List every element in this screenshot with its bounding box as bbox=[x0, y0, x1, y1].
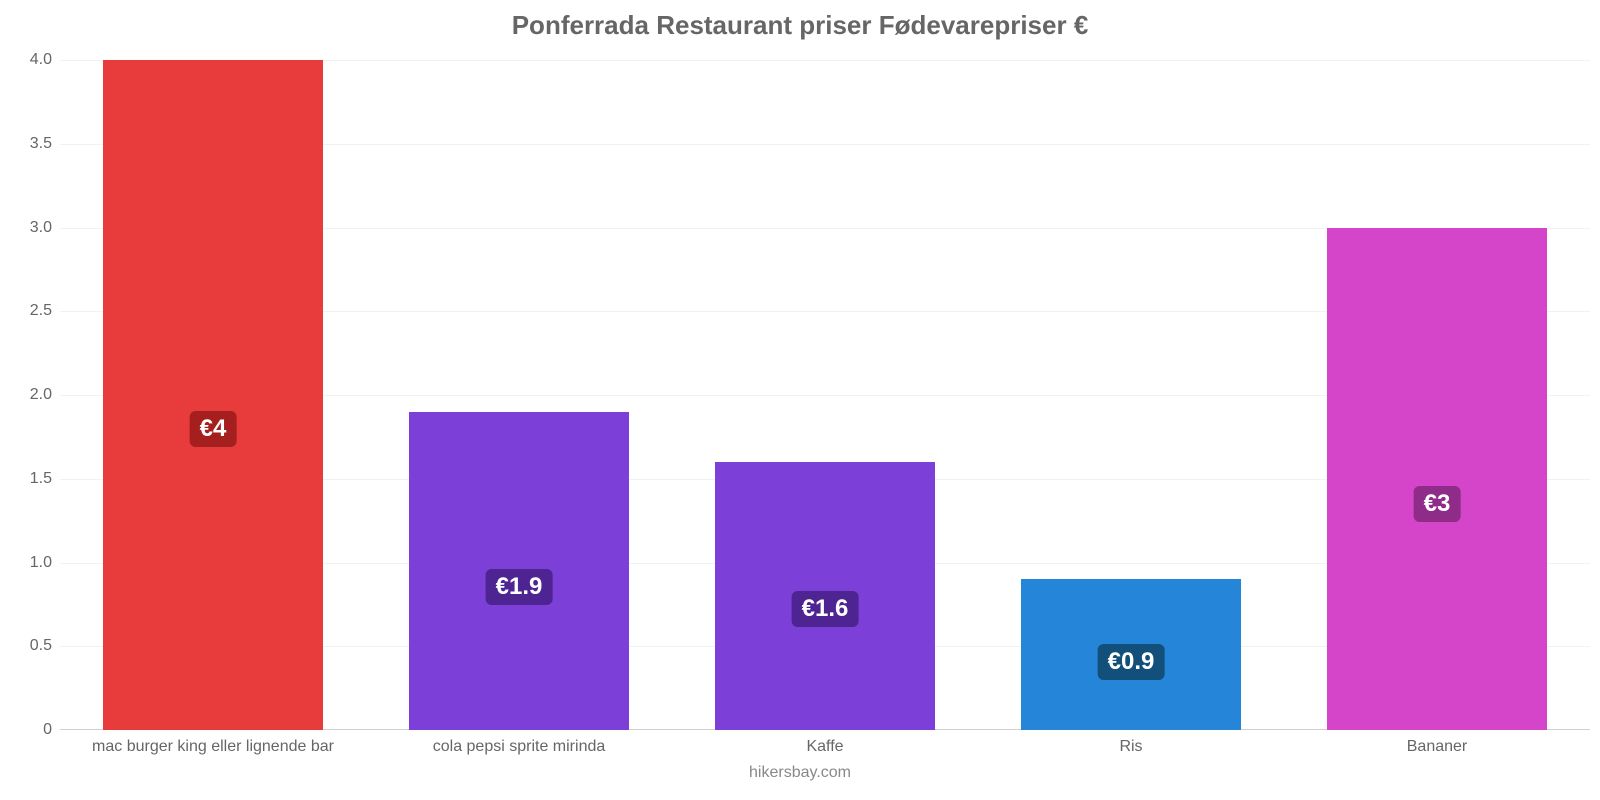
ytick-label: 2.5 bbox=[30, 302, 60, 320]
ytick-label: 0.5 bbox=[30, 637, 60, 655]
xtick-label: Ris bbox=[1119, 730, 1142, 756]
xtick-label: cola pepsi sprite mirinda bbox=[433, 730, 606, 756]
xtick-label: mac burger king eller lignende bar bbox=[92, 730, 334, 756]
ytick-label: 1.5 bbox=[30, 470, 60, 488]
ytick-label: 3.0 bbox=[30, 219, 60, 237]
ytick-label: 2.0 bbox=[30, 386, 60, 404]
value-badge: €1.6 bbox=[792, 591, 859, 627]
bar bbox=[103, 60, 323, 730]
value-badge: €3 bbox=[1414, 486, 1461, 522]
xtick-label: Kaffe bbox=[806, 730, 843, 756]
ytick-label: 1.0 bbox=[30, 554, 60, 572]
chart-title: Ponferrada Restaurant priser Fødevarepri… bbox=[0, 10, 1600, 41]
ytick-label: 3.5 bbox=[30, 135, 60, 153]
plot-area: 00.51.01.52.02.53.03.54.0€4mac burger ki… bbox=[60, 60, 1590, 730]
value-badge: €4 bbox=[190, 411, 237, 447]
xtick-label: Bananer bbox=[1407, 730, 1468, 756]
ytick-label: 0 bbox=[43, 721, 60, 739]
chart-container: Ponferrada Restaurant priser Fødevarepri… bbox=[0, 0, 1600, 800]
chart-caption: hikersbay.com bbox=[749, 764, 851, 782]
ytick-label: 4.0 bbox=[30, 51, 60, 69]
value-badge: €0.9 bbox=[1098, 644, 1165, 680]
value-badge: €1.9 bbox=[486, 569, 553, 605]
bar bbox=[1327, 228, 1547, 731]
